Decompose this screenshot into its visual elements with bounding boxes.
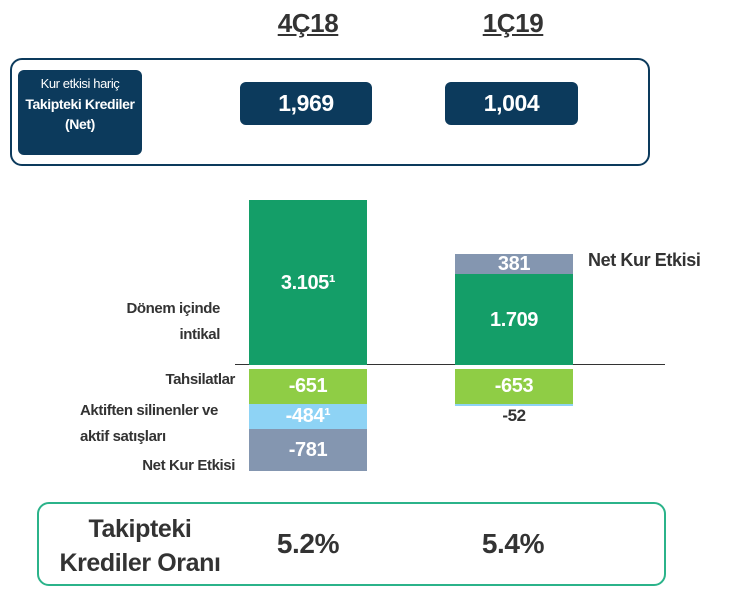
value-label: -653 — [494, 375, 534, 398]
series-label: Aktiften silinenler ve aktif satışları — [80, 402, 218, 445]
series-label: Net Kur Etkisi — [142, 457, 235, 474]
bar-segment — [455, 403, 573, 407]
top-value: 1,969 — [240, 82, 372, 125]
series-label: Dönem içinde intikal — [126, 300, 220, 343]
top-box — [10, 58, 650, 166]
bar-segment — [249, 403, 367, 430]
ratio-value: 5.4% — [481, 528, 545, 559]
value-label: 3.105¹ — [280, 271, 336, 294]
category-label: 4Ç18 — [277, 8, 339, 38]
bar-segment — [249, 369, 367, 404]
value-label: -651 — [288, 375, 328, 398]
ratio-label: Takipteki Krediler Oranı — [59, 515, 221, 577]
series-label: Net Kur Etkisi — [588, 250, 701, 270]
top-label-1: Kur etkisi hariç — [40, 76, 120, 91]
value-label: 381 — [497, 253, 531, 276]
top-label-2: Takipteki Krediler (Net) — [25, 96, 135, 132]
ratio-box — [37, 502, 666, 586]
value-label: -781 — [288, 439, 328, 462]
bar-segment — [455, 369, 573, 404]
series-label: Tahsilatlar — [165, 371, 235, 388]
value-label: -52 — [502, 406, 526, 426]
top-label-box: Kur etkisi hariç Takipteki Krediler (Net… — [18, 70, 142, 155]
value-label: 1.709 — [489, 308, 539, 331]
top-value: 1,004 — [445, 82, 578, 125]
bar-segment — [249, 429, 367, 471]
bar-segment — [455, 274, 573, 365]
bar-segment — [455, 253, 573, 275]
bar-segment — [249, 200, 367, 365]
zero-line — [235, 364, 665, 365]
category-label: 1Ç19 — [482, 8, 544, 38]
ratio-value: 5.2% — [276, 528, 340, 559]
value-label: -484¹ — [285, 405, 331, 428]
